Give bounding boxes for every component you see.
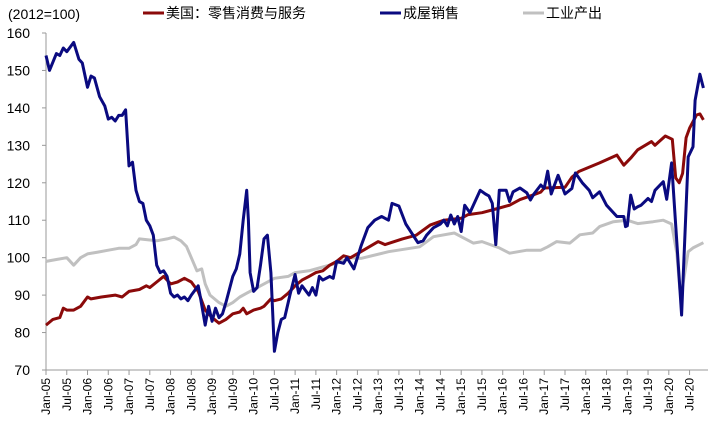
y-tick-label: 80 (14, 325, 30, 341)
y-tick-label: 70 (14, 362, 30, 378)
x-tick-label: Jan-08 (164, 378, 178, 415)
legend-label-retail: 美国：零售消费与服务 (166, 5, 306, 21)
x-tick-label: Jan-18 (579, 378, 593, 415)
x-tick-label: Jan-12 (330, 378, 344, 415)
y-tick-label: 100 (7, 250, 31, 266)
x-tick-label: Jan-19 (620, 378, 634, 415)
y-tick-label: 110 (8, 212, 31, 228)
y-tick-label: 150 (7, 62, 31, 78)
x-tick-label: Jan-20 (662, 378, 676, 415)
x-tick-label: Jan-17 (537, 378, 551, 415)
x-tick-label: Jan-14 (413, 378, 427, 415)
y-tick-label: 90 (14, 287, 30, 303)
series-group (44, 40, 705, 353)
y-tick-label: 140 (7, 100, 31, 116)
x-tick-label: Jul-13 (392, 378, 406, 411)
y-tick-label: 130 (7, 137, 31, 153)
x-tick-label: Jan-13 (371, 378, 385, 415)
x-tick-label: Jul-11 (309, 378, 323, 410)
x-tick-label: Jan-07 (122, 378, 136, 415)
x-tick-label: Jul-07 (143, 378, 157, 411)
industrial-series-line (45, 218, 705, 308)
x-tick-label: Jul-20 (683, 378, 697, 411)
legend-label-industrial: 工业产出 (546, 5, 602, 21)
x-tick-label: Jan-10 (247, 378, 261, 415)
y-tick-label: 160 (7, 25, 31, 41)
home-sales-series-line (44, 40, 705, 353)
x-tick-label: Jan-06 (81, 378, 95, 415)
axes: 70 80 90 100 110 120 130 140 150 160 Jan-05 Jul-05 J… (7, 25, 708, 415)
x-tick-label: Jan-09 (205, 378, 219, 415)
unit-note: (2012=100) (8, 6, 80, 22)
x-tick-label: Jul-09 (226, 378, 240, 411)
legend: 美国：零售消费与服务 成屋销售 工业产出 (143, 5, 602, 21)
x-tick-label: Jul-10 (267, 378, 281, 411)
x-tick-label: Jul-17 (558, 378, 572, 411)
x-tick-label: Jul-18 (600, 378, 614, 411)
x-tick-label: Jul-16 (516, 378, 530, 411)
x-tick-label: Jul-14 (433, 378, 447, 411)
retail-series-line (45, 112, 705, 327)
x-tick-label: Jul-19 (641, 378, 655, 411)
x-tick-label: Jul-06 (101, 378, 115, 411)
x-tick-label: Jan-05 (39, 378, 53, 415)
x-tick-label: Jul-08 (184, 378, 198, 411)
y-tick-label: 120 (7, 175, 31, 191)
x-tick-label: Jan-15 (454, 378, 468, 415)
x-tick-label: Jul-15 (475, 378, 489, 411)
x-tick-label: Jul-12 (350, 378, 364, 411)
legend-label-home-sales: 成屋销售 (403, 5, 459, 21)
x-tick-label: Jan-16 (496, 378, 510, 415)
x-tick-label: Jul-05 (60, 378, 74, 411)
x-tick-label: Jan-11 (288, 378, 302, 414)
